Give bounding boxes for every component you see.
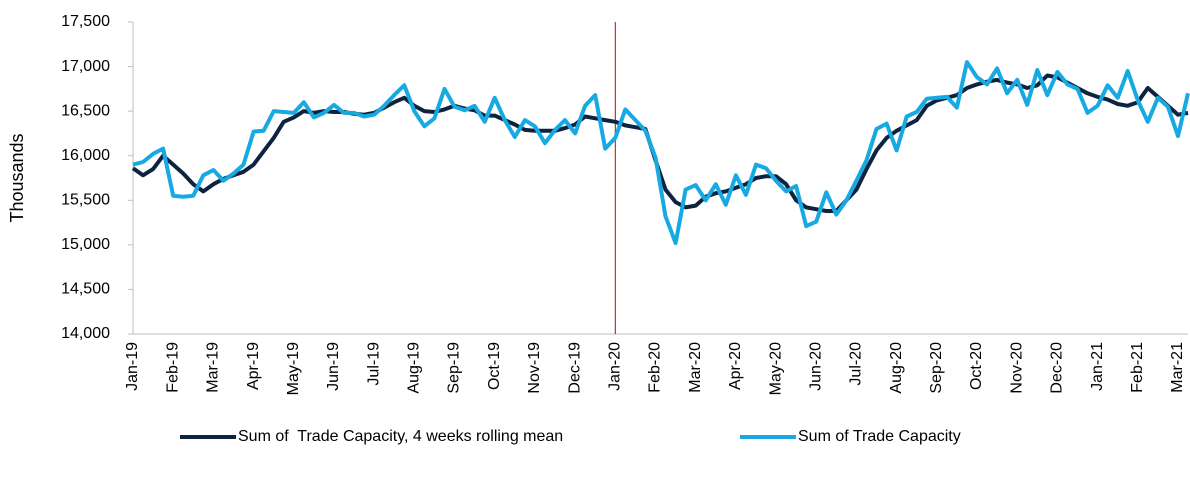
- x-tick-label: Oct-19: [486, 342, 503, 390]
- x-tick-label: Dec-20: [1049, 342, 1066, 394]
- y-tick-label: 15,500: [61, 192, 110, 209]
- y-tick-label: 14,000: [61, 325, 110, 342]
- legend-label: Sum of Trade Capacity, 4 weeks rolling m…: [238, 428, 563, 445]
- y-tick-label: 16,500: [61, 102, 110, 119]
- x-tick-label: Feb-19: [164, 342, 181, 393]
- y-axis-title: Thousands: [7, 133, 27, 222]
- x-tick-label: May-20: [767, 342, 784, 395]
- x-tick-label: Mar-19: [205, 342, 222, 393]
- x-tick-label: Apr-20: [727, 342, 744, 390]
- y-tick-label: 15,000: [61, 236, 110, 253]
- x-tick-label: Jun-20: [807, 342, 824, 391]
- y-tick-label: 16,000: [61, 147, 110, 164]
- series-line: [132, 60, 1190, 246]
- x-tick-label: Dec-19: [566, 342, 583, 394]
- x-tick-label: Oct-20: [968, 342, 985, 390]
- x-tick-label: Jan-21: [1089, 342, 1106, 391]
- y-tick-label: 17,000: [61, 58, 110, 75]
- y-tick-label: 14,500: [61, 281, 110, 298]
- x-tick-label: Aug-19: [406, 342, 423, 394]
- x-tick-label: Sep-20: [928, 342, 945, 394]
- x-tick-label: Mar-20: [687, 342, 704, 393]
- x-tick-label: Mar-21: [1169, 342, 1186, 393]
- x-tick-label: Feb-20: [647, 342, 664, 393]
- x-tick-label: Jul-19: [365, 342, 382, 386]
- x-tick-label: Nov-19: [526, 342, 543, 394]
- x-tick-label: Jul-20: [848, 342, 865, 386]
- x-tick-label: Jun-19: [325, 342, 342, 391]
- x-tick-label: Apr-19: [245, 342, 262, 390]
- legend-label: Sum of Trade Capacity: [798, 428, 961, 445]
- x-tick-label: Sep-19: [446, 342, 463, 394]
- x-tick-label: Aug-20: [888, 342, 905, 394]
- x-tick-label: May-19: [285, 342, 302, 395]
- x-tick-label: Feb-21: [1129, 342, 1146, 393]
- x-tick-label: Nov-20: [1008, 342, 1025, 394]
- y-tick-label: 17,500: [61, 13, 110, 30]
- x-tick-label: Jan-19: [124, 342, 141, 391]
- x-tick-label: Jan-20: [607, 342, 624, 391]
